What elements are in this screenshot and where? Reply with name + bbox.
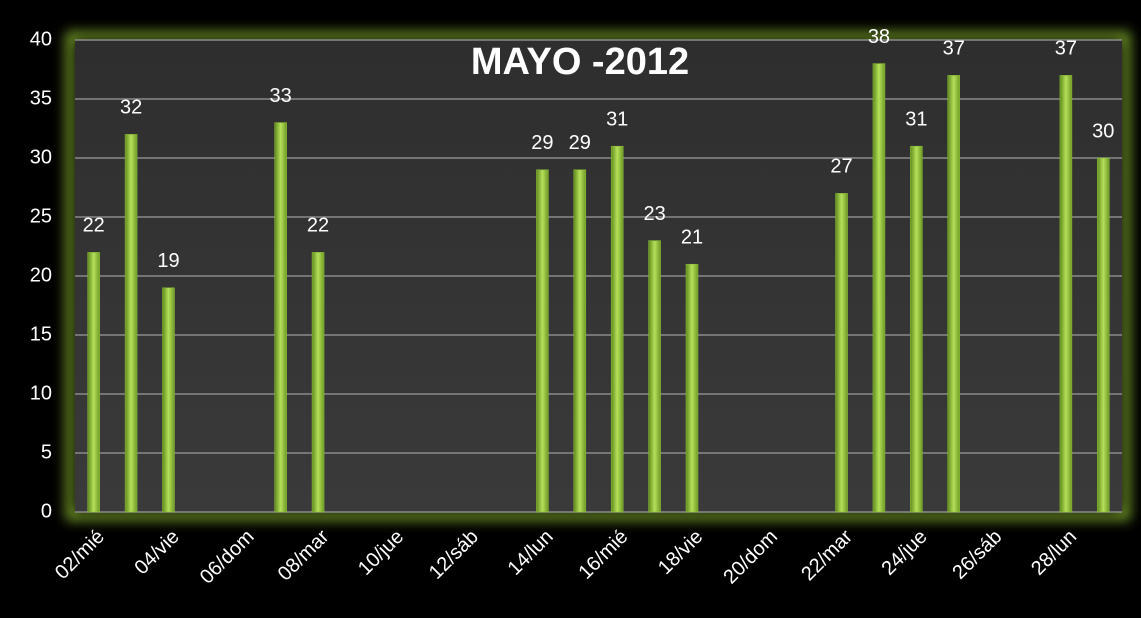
data-label: 37 [943, 38, 965, 60]
y-tick-label: 15 [30, 323, 52, 345]
data-label: 38 [868, 26, 890, 48]
bar [87, 252, 100, 513]
data-label: 22 [83, 215, 105, 237]
y-tick-label: 40 [30, 28, 52, 50]
bar [872, 63, 886, 513]
y-tick-label: 35 [30, 87, 52, 109]
bar [947, 75, 960, 513]
data-label: 31 [606, 108, 628, 130]
data-label: 33 [270, 85, 292, 107]
data-label: 21 [681, 226, 703, 248]
y-tick-label: 30 [30, 146, 52, 168]
bar [573, 169, 587, 513]
bar [648, 240, 661, 513]
bar [311, 252, 325, 513]
data-label: 29 [569, 132, 591, 154]
bar [124, 134, 138, 513]
bar [274, 122, 287, 513]
data-label: 32 [120, 97, 142, 119]
data-label: 29 [531, 132, 553, 154]
chart-title: MAYO -2012 [471, 41, 689, 83]
bar [610, 145, 624, 513]
bar [685, 263, 699, 513]
bar [162, 287, 175, 513]
bar [910, 145, 923, 513]
data-label: 19 [157, 250, 179, 272]
bar [1097, 157, 1110, 513]
data-label: 23 [643, 203, 665, 225]
bar [536, 169, 549, 513]
y-tick-label: 0 [41, 500, 52, 522]
y-tick-label: 20 [30, 264, 52, 286]
data-label: 30 [1092, 120, 1114, 142]
y-tick-label: 5 [41, 441, 52, 463]
bar [1059, 75, 1073, 513]
y-tick-label: 10 [30, 382, 52, 404]
y-tick-label: 25 [30, 205, 52, 227]
data-label: 22 [307, 215, 329, 237]
data-label: 37 [1055, 38, 1077, 60]
plot-glow [66, 32, 1130, 520]
data-label: 27 [830, 156, 852, 178]
data-label: 31 [905, 108, 927, 130]
bar [835, 193, 848, 513]
